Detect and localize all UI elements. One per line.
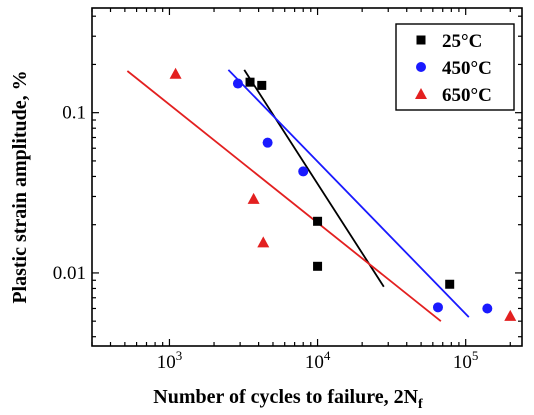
data-point-series-3: [257, 236, 270, 248]
data-point-series-2: [232, 78, 243, 89]
data-point-series-2: [262, 137, 273, 148]
x-axis-label-main: Number of cycles to failure, 2N: [153, 386, 418, 408]
x-tick-label: 104: [305, 348, 331, 373]
y-tick-label: 0.01: [53, 263, 86, 284]
y-tick-label: 0.1: [62, 103, 86, 124]
x-tick-label-exponent: 5: [472, 348, 479, 363]
data-points: [169, 67, 517, 321]
data-point-series-1: [445, 279, 455, 289]
data-point-series-3: [504, 309, 517, 321]
legend-marker-series-2: [416, 62, 426, 72]
data-point-series-1: [257, 80, 267, 90]
fit-line-series-1: [243, 69, 385, 288]
data-point-series-1: [313, 261, 323, 271]
fit-line-series-3: [126, 70, 442, 322]
x-tick-label: 103: [157, 348, 183, 373]
legend-marker-series-1: [416, 35, 426, 45]
data-point-series-1: [245, 77, 255, 87]
x-tick-label-base: 10: [305, 352, 324, 373]
data-point-series-3: [247, 192, 260, 204]
data-point-series-3: [169, 67, 182, 79]
data-point-series-2: [482, 303, 493, 314]
legend: 25°C 450°C 650°C: [395, 23, 515, 111]
x-tick-label: 105: [453, 348, 479, 373]
x-axis-label: Number of cycles to failure, 2Nf: [153, 386, 423, 412]
data-point-series-2: [298, 166, 309, 177]
fit-line-series-2: [227, 69, 470, 318]
data-point-series-2: [432, 302, 443, 313]
legend-label-series-3: 650°C: [442, 85, 492, 106]
legend-box: [395, 23, 515, 111]
fit-lines: [126, 69, 470, 322]
y-axis-label: Plastic strain amplitude, %: [9, 70, 31, 303]
legend-label-series-1: 25°C: [442, 31, 482, 52]
x-tick-label-exponent: 4: [324, 348, 331, 363]
legend-marker-series-3: [415, 88, 427, 99]
x-tick-label-base: 10: [453, 352, 472, 373]
x-tick-label-base: 10: [157, 352, 176, 373]
x-tick-label-exponent: 3: [176, 348, 183, 363]
data-point-series-1: [313, 216, 323, 226]
x-axis-label-subscript: f: [418, 397, 423, 412]
legend-label-series-2: 450°C: [442, 58, 492, 79]
